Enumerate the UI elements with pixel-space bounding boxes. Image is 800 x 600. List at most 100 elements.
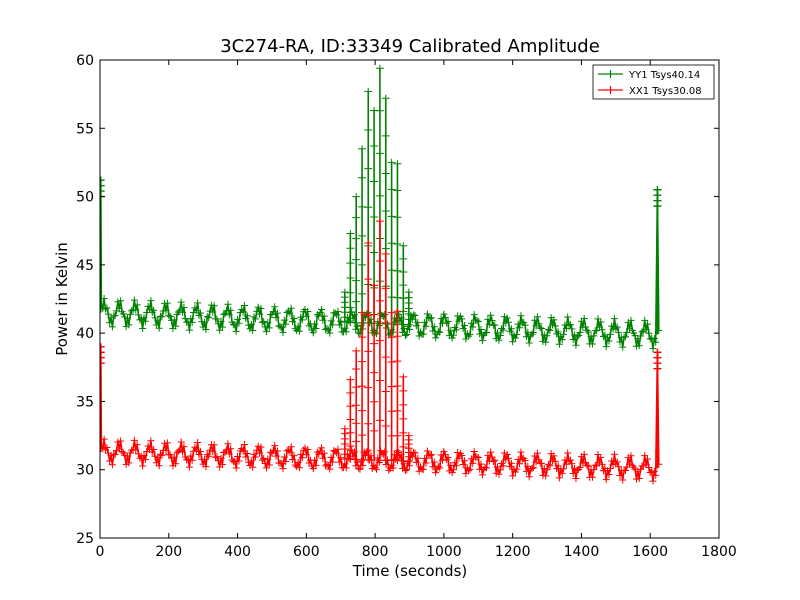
spike-marker	[375, 337, 384, 345]
data-point-marker	[649, 477, 657, 485]
spike-marker	[399, 281, 408, 289]
data-point-marker	[133, 441, 141, 449]
data-point-marker	[100, 435, 108, 443]
data-point-marker	[273, 447, 281, 455]
data-point-marker	[598, 326, 606, 334]
data-point-marker	[544, 460, 552, 468]
data-point-marker	[568, 460, 576, 468]
data-point-marker	[249, 463, 257, 471]
x-tick-label: 0	[96, 544, 105, 560]
data-point-marker	[155, 462, 163, 470]
data-point-marker	[619, 343, 627, 351]
data-point-marker	[491, 321, 499, 329]
data-point-marker	[135, 311, 143, 319]
spike-marker	[381, 388, 390, 396]
data-point-marker	[290, 314, 298, 322]
data-point-marker	[232, 464, 240, 472]
data-point-marker	[272, 452, 280, 460]
data-point-marker	[414, 318, 422, 326]
spike-marker	[375, 192, 384, 200]
data-point-marker	[355, 329, 363, 337]
data-point-marker	[491, 456, 499, 464]
data-point-marker	[525, 473, 533, 481]
data-point-marker	[421, 454, 429, 462]
spike-marker	[370, 369, 379, 377]
data-point-marker	[428, 314, 436, 322]
spike-marker	[370, 340, 379, 348]
data-point-marker	[436, 328, 444, 336]
spike-marker	[352, 365, 361, 373]
data-point-marker	[140, 314, 148, 322]
data-point-marker	[381, 448, 389, 456]
data-point-marker	[180, 443, 188, 451]
x-axis-label: Time (seconds)	[352, 562, 468, 580]
data-point-marker	[174, 447, 182, 455]
data-point-marker	[590, 332, 598, 340]
spike-marker	[381, 284, 390, 292]
data-point-marker	[645, 463, 653, 471]
spike-marker	[370, 248, 379, 256]
data-point-marker	[452, 326, 460, 334]
spike-marker	[393, 357, 402, 365]
data-point-marker	[243, 312, 251, 320]
spike-marker	[364, 126, 373, 134]
data-point-marker	[196, 447, 204, 455]
data-point-marker	[434, 462, 442, 470]
data-point-marker	[139, 325, 147, 333]
data-point-marker	[580, 450, 588, 458]
data-point-marker	[261, 459, 269, 467]
data-point-marker	[136, 454, 144, 462]
data-point-marker	[256, 449, 264, 457]
data-point-marker	[194, 299, 202, 307]
spike-marker	[387, 333, 396, 341]
spike-marker	[352, 383, 361, 391]
data-point-marker	[337, 317, 345, 325]
data-point-marker	[232, 327, 240, 335]
data-point-marker	[584, 462, 592, 470]
data-point-marker	[282, 458, 290, 466]
spike-marker	[375, 149, 384, 157]
data-point-marker	[247, 457, 255, 465]
data-point-marker	[473, 316, 481, 324]
spike-marker	[346, 244, 355, 252]
data-point-marker	[652, 338, 660, 346]
data-point-marker	[231, 321, 239, 329]
data-point-marker	[213, 315, 221, 323]
x-tick-label: 1000	[426, 544, 462, 560]
data-point-marker	[335, 458, 343, 466]
data-point-marker	[335, 321, 343, 329]
x-tick-label: 1400	[564, 544, 600, 560]
chart-title: 3C274-RA, ID:33349 Calibrated Amplitude	[220, 36, 600, 57]
y-tick-label: 25	[76, 531, 94, 547]
data-point-marker	[516, 324, 524, 332]
data-point-marker	[401, 466, 409, 474]
data-point-marker	[260, 317, 268, 325]
data-point-marker	[257, 443, 265, 451]
data-point-marker	[316, 447, 324, 455]
data-point-marker	[627, 316, 635, 324]
spike-marker	[346, 442, 355, 450]
data-point-marker	[489, 458, 497, 466]
spike-marker	[399, 443, 408, 451]
spike-marker	[346, 289, 355, 297]
data-point-marker	[470, 447, 478, 455]
data-point-marker	[536, 324, 544, 332]
data-point-marker	[316, 308, 324, 316]
spike-marker	[375, 257, 384, 265]
spike-marker	[381, 207, 390, 215]
data-point-marker	[102, 305, 110, 313]
data-point-marker	[295, 464, 303, 472]
data-point-marker	[529, 329, 537, 337]
data-point-marker	[638, 328, 646, 336]
data-point-marker	[249, 326, 257, 334]
y-tick-label: 50	[76, 190, 94, 206]
data-point-marker	[225, 450, 233, 458]
spike-marker	[358, 358, 367, 366]
spike-marker	[352, 256, 361, 264]
y-tick-label: 40	[76, 326, 94, 342]
data-point-marker	[191, 443, 199, 451]
data-point-marker	[119, 310, 127, 318]
data-point-marker	[511, 468, 519, 476]
data-point-marker	[130, 296, 138, 304]
data-point-marker	[521, 321, 529, 329]
